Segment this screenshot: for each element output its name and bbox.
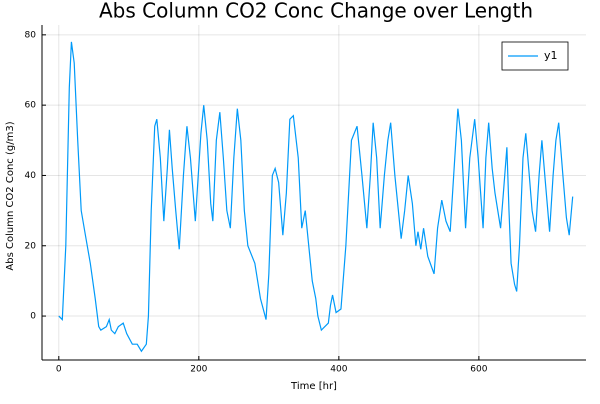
legend-label: y1 (544, 49, 558, 62)
y-tick-label: 60 (25, 101, 37, 111)
x-axis-label: Time [hr] (290, 381, 337, 392)
x-tick-label: 0 (56, 365, 62, 375)
data-line (58, 41, 574, 353)
x-tick-label: 600 (470, 365, 487, 375)
y-axis-label: Abs Column CO2 Conc (g/m3) (5, 121, 16, 270)
y-tick-label: 20 (25, 241, 37, 251)
x-tick-label: 200 (190, 365, 207, 375)
x-tick-label: 400 (330, 365, 347, 375)
y-tick-label: 0 (30, 312, 36, 322)
chart-title: Abs Column CO2 Conc Change over Length (99, 0, 533, 23)
y-tick-label: 80 (25, 30, 37, 40)
y-tick-label: 40 (25, 171, 37, 181)
